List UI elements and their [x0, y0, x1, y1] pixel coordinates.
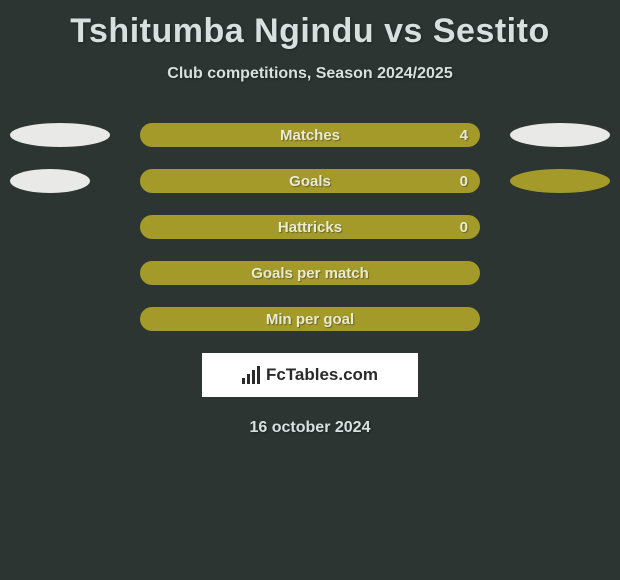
stat-value: 4 — [460, 127, 468, 144]
stat-label: Hattricks — [278, 219, 342, 236]
logo-text: FcTables.com — [266, 365, 378, 385]
logo-box: FcTables.com — [202, 353, 418, 397]
page-subtitle: Club competitions, Season 2024/2025 — [167, 65, 452, 83]
stat-bar: Goals 0 — [140, 169, 480, 193]
row-right-side — [480, 123, 620, 147]
stat-row: Goals 0 — [0, 169, 620, 193]
stat-rows: Matches 4 Goals 0 Hattricks 0 Goals per match M… — [0, 123, 620, 331]
right-ellipse — [510, 123, 610, 147]
row-left-side — [0, 169, 140, 193]
row-left-side — [0, 123, 140, 147]
page-title: Tshitumba Ngindu vs Sestito — [70, 12, 549, 51]
bar-chart-icon — [242, 366, 260, 384]
row-right-side — [480, 169, 620, 193]
stat-label: Min per goal — [266, 311, 354, 328]
stat-value: 0 — [460, 219, 468, 236]
stat-value: 0 — [460, 173, 468, 190]
stat-bar: Matches 4 — [140, 123, 480, 147]
stat-row: Min per goal — [0, 307, 620, 331]
left-ellipse — [10, 123, 110, 147]
stat-bar: Min per goal — [140, 307, 480, 331]
infographic-canvas: Tshitumba Ngindu vs Sestito Club competi… — [0, 0, 620, 580]
stat-row: Matches 4 — [0, 123, 620, 147]
stat-bar: Goals per match — [140, 261, 480, 285]
date-label: 16 october 2024 — [250, 419, 371, 437]
left-ellipse — [10, 169, 90, 193]
stat-bar: Hattricks 0 — [140, 215, 480, 239]
stat-row: Hattricks 0 — [0, 215, 620, 239]
right-ellipse — [510, 169, 610, 193]
stat-label: Goals per match — [251, 265, 369, 282]
stat-label: Matches — [280, 127, 340, 144]
stat-row: Goals per match — [0, 261, 620, 285]
stat-label: Goals — [289, 173, 331, 190]
